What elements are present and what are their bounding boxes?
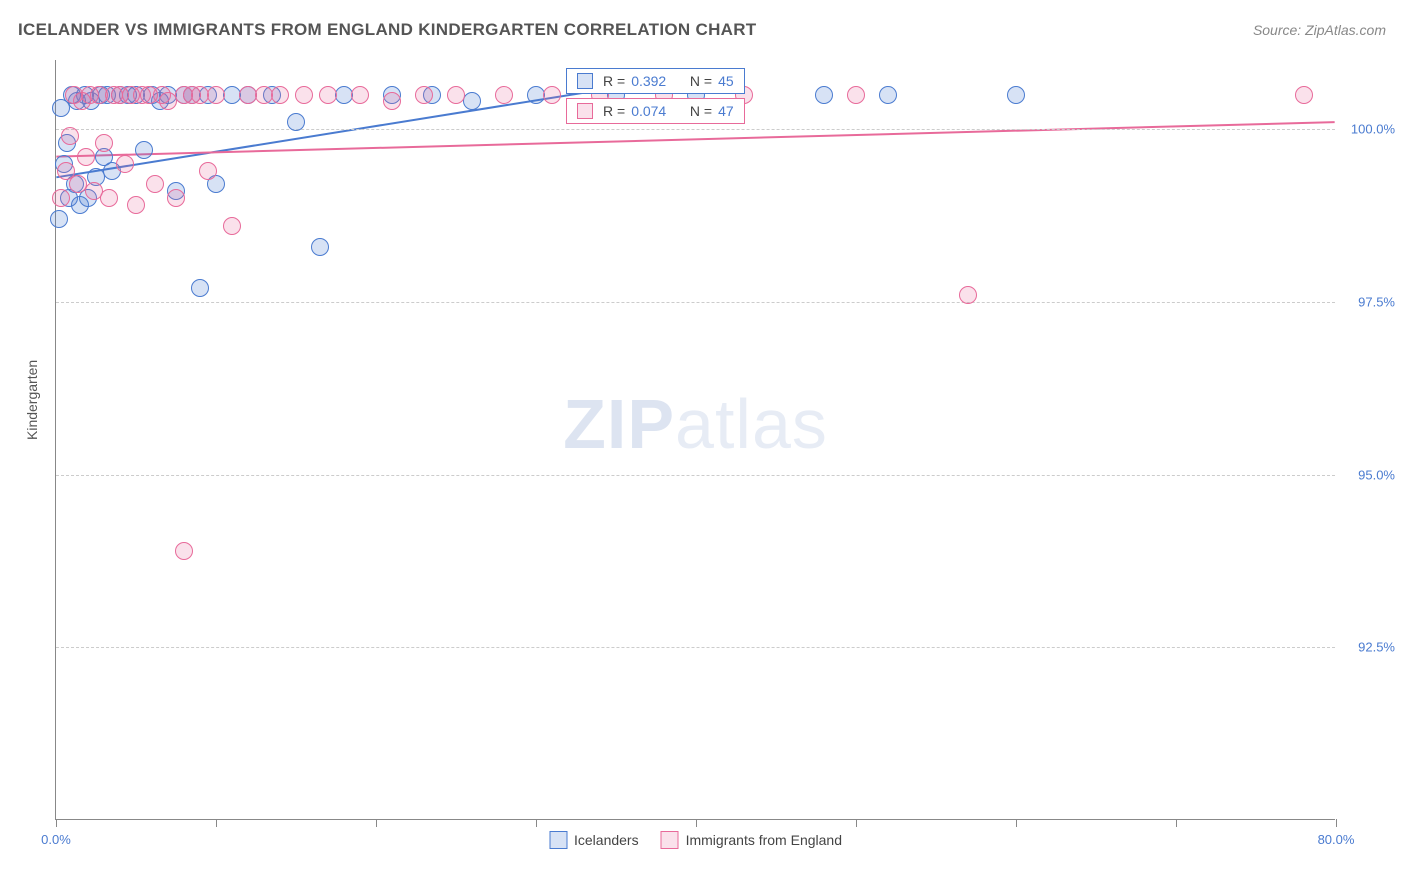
scatter-point [295, 86, 313, 104]
watermark-zip: ZIP [563, 385, 675, 463]
y-tick-label: 100.0% [1351, 122, 1395, 137]
scatter-point [847, 86, 865, 104]
x-tick [376, 819, 377, 827]
scatter-point [311, 238, 329, 256]
x-tick-label: 0.0% [41, 832, 71, 847]
trendline [56, 122, 1334, 157]
scatter-point [383, 92, 401, 110]
x-tick [1336, 819, 1337, 827]
scatter-point [495, 86, 513, 104]
scatter-point [463, 92, 481, 110]
scatter-point [52, 189, 70, 207]
stat-swatch [577, 103, 593, 119]
legend-swatch [549, 831, 567, 849]
stat-n-label: N = [690, 103, 712, 119]
scatter-point [1295, 86, 1313, 104]
stat-r-label: R = [603, 103, 625, 119]
scatter-point [50, 210, 68, 228]
scatter-point [191, 279, 209, 297]
watermark-atlas: atlas [675, 385, 828, 463]
source-attribution: Source: ZipAtlas.com [1253, 22, 1386, 38]
chart-title: ICELANDER VS IMMIGRANTS FROM ENGLAND KIN… [18, 20, 757, 40]
scatter-point [127, 196, 145, 214]
x-tick [856, 819, 857, 827]
stat-swatch [577, 73, 593, 89]
stat-r-value: 0.074 [631, 103, 666, 119]
scatter-point [146, 175, 164, 193]
x-tick [1016, 819, 1017, 827]
y-axis-label: Kindergarten [24, 360, 40, 440]
x-tick [1176, 819, 1177, 827]
legend-item: Icelanders [549, 831, 639, 849]
legend-label: Immigrants from England [686, 832, 842, 848]
y-tick-label: 97.5% [1358, 294, 1395, 309]
legend-swatch [661, 831, 679, 849]
gridline [56, 129, 1335, 130]
scatter-point [271, 86, 289, 104]
plot-area: ZIPatlas 92.5%95.0%97.5%100.0%0.0%80.0%R… [55, 60, 1335, 820]
scatter-point [287, 113, 305, 131]
scatter-point [879, 86, 897, 104]
x-tick [216, 819, 217, 827]
stat-n-label: N = [690, 73, 712, 89]
scatter-point [543, 86, 561, 104]
watermark: ZIPatlas [563, 384, 828, 464]
legend-label: Icelanders [574, 832, 639, 848]
chart-container: ICELANDER VS IMMIGRANTS FROM ENGLAND KIN… [0, 0, 1406, 892]
scatter-point [167, 189, 185, 207]
scatter-point [319, 86, 337, 104]
stat-n-value: 45 [718, 73, 734, 89]
scatter-point [207, 86, 225, 104]
gridline [56, 302, 1335, 303]
scatter-point [135, 141, 153, 159]
x-tick [56, 819, 57, 827]
scatter-point [95, 134, 113, 152]
scatter-point [351, 86, 369, 104]
y-tick-label: 92.5% [1358, 640, 1395, 655]
stat-r-value: 0.392 [631, 73, 666, 89]
scatter-point [77, 148, 95, 166]
scatter-point [1007, 86, 1025, 104]
x-tick-label: 80.0% [1318, 832, 1355, 847]
scatter-point [175, 542, 193, 560]
gridline [56, 475, 1335, 476]
scatter-point [223, 217, 241, 235]
legend: Icelanders Immigrants from England [549, 831, 842, 849]
stat-r-label: R = [603, 73, 625, 89]
stat-box: R = 0.074 N = 47 [566, 98, 745, 124]
x-tick [696, 819, 697, 827]
stat-n-value: 47 [718, 103, 734, 119]
scatter-point [100, 189, 118, 207]
legend-item: Immigrants from England [661, 831, 842, 849]
scatter-point [116, 155, 134, 173]
scatter-point [959, 286, 977, 304]
stat-box: R = 0.392 N = 45 [566, 68, 745, 94]
x-tick [536, 819, 537, 827]
y-tick-label: 95.0% [1358, 467, 1395, 482]
scatter-point [815, 86, 833, 104]
scatter-point [447, 86, 465, 104]
scatter-point [61, 127, 79, 145]
gridline [56, 647, 1335, 648]
scatter-point [415, 86, 433, 104]
scatter-point [199, 162, 217, 180]
